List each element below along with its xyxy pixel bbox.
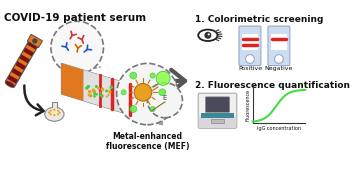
FancyBboxPatch shape (268, 26, 290, 66)
Circle shape (97, 87, 100, 90)
Circle shape (99, 91, 101, 94)
Circle shape (121, 90, 126, 95)
Circle shape (208, 33, 210, 36)
Bar (25, 44, 36, 53)
Ellipse shape (198, 30, 218, 41)
FancyBboxPatch shape (27, 34, 42, 47)
Bar (5, 40, 39, 87)
Circle shape (87, 85, 90, 87)
Bar (271, 34, 287, 50)
Bar (52, 102, 57, 109)
Circle shape (105, 90, 108, 92)
Circle shape (107, 94, 110, 96)
Circle shape (95, 85, 98, 88)
Text: Metal-enhanced
fluorescence (MEF): Metal-enhanced fluorescence (MEF) (106, 132, 189, 151)
Circle shape (274, 55, 283, 63)
Bar (201, 113, 234, 118)
Circle shape (50, 113, 52, 115)
Bar (242, 34, 258, 50)
Circle shape (59, 112, 61, 114)
Circle shape (130, 105, 137, 112)
Circle shape (48, 112, 50, 114)
Circle shape (156, 71, 170, 85)
Circle shape (147, 83, 182, 118)
Polygon shape (62, 63, 84, 101)
Polygon shape (84, 70, 152, 122)
Circle shape (88, 94, 90, 96)
Circle shape (159, 89, 166, 96)
Circle shape (102, 94, 104, 97)
Circle shape (108, 90, 111, 94)
Circle shape (110, 85, 113, 89)
Circle shape (150, 73, 155, 78)
FancyBboxPatch shape (205, 97, 230, 112)
FancyArrowPatch shape (24, 85, 44, 115)
Circle shape (53, 109, 55, 111)
Ellipse shape (5, 81, 15, 88)
Bar (17, 58, 28, 66)
Circle shape (246, 55, 254, 63)
Circle shape (204, 32, 211, 39)
Text: Negative: Negative (265, 66, 293, 71)
Text: Fluorescence: Fluorescence (246, 88, 251, 121)
Circle shape (134, 84, 152, 101)
Text: COVID-19 patient serum: COVID-19 patient serum (4, 13, 146, 23)
Circle shape (108, 89, 110, 91)
Circle shape (87, 85, 90, 88)
FancyBboxPatch shape (239, 26, 261, 66)
Bar (9, 72, 20, 80)
Circle shape (99, 94, 103, 97)
Circle shape (89, 94, 92, 97)
Circle shape (95, 93, 98, 96)
Circle shape (130, 72, 137, 79)
Bar (211, 119, 223, 123)
Circle shape (116, 63, 178, 125)
Circle shape (32, 38, 37, 44)
Circle shape (88, 90, 92, 94)
Circle shape (101, 96, 103, 98)
Ellipse shape (47, 108, 62, 117)
Ellipse shape (45, 107, 64, 121)
Text: 2. Fluorescence quantification: 2. Fluorescence quantification (195, 81, 350, 90)
Circle shape (57, 110, 59, 112)
Polygon shape (62, 63, 162, 98)
Bar (21, 51, 32, 60)
Circle shape (92, 89, 96, 93)
Circle shape (85, 86, 88, 90)
Circle shape (57, 113, 59, 115)
Circle shape (106, 96, 108, 98)
Circle shape (53, 114, 55, 116)
Bar (13, 65, 24, 73)
Circle shape (100, 88, 104, 91)
FancyArrowPatch shape (171, 70, 185, 92)
Circle shape (93, 95, 96, 98)
Circle shape (51, 21, 103, 74)
Bar (5, 40, 39, 87)
Text: 1. Colorimetric screening: 1. Colorimetric screening (195, 15, 323, 24)
Bar (5, 79, 16, 87)
Text: E: E (163, 95, 167, 101)
Text: Positive: Positive (238, 66, 262, 71)
Circle shape (94, 90, 96, 93)
Circle shape (150, 106, 155, 112)
Text: IgG concentration: IgG concentration (257, 126, 301, 131)
Circle shape (92, 88, 95, 91)
Circle shape (50, 110, 52, 112)
FancyBboxPatch shape (199, 116, 236, 128)
FancyBboxPatch shape (198, 93, 237, 128)
Circle shape (93, 92, 96, 95)
Polygon shape (62, 63, 162, 125)
